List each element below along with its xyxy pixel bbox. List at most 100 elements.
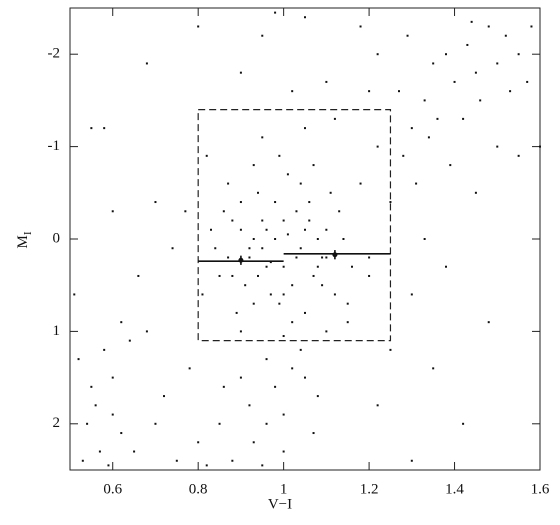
star-point [359, 25, 362, 28]
error-point [238, 257, 244, 263]
star-point [368, 274, 371, 277]
star-point [282, 450, 285, 453]
star-point [308, 201, 311, 204]
y-tick-label: 2 [53, 415, 61, 431]
star-point [286, 233, 289, 236]
selection-box [197, 109, 392, 342]
star-point [235, 311, 238, 314]
star-point [291, 321, 294, 324]
star-point [103, 348, 106, 351]
star-point [389, 348, 392, 351]
star-point [526, 80, 529, 83]
star-point [325, 256, 328, 259]
star-point [239, 376, 242, 379]
star-point [261, 219, 264, 222]
star-point [98, 450, 101, 453]
star-point [299, 348, 302, 351]
star-point [197, 25, 200, 28]
y-axis-label: MI [15, 231, 33, 248]
star-point [188, 367, 191, 370]
star-point [274, 238, 277, 240]
star-point [415, 182, 418, 185]
x-tick-label: 1.6 [531, 481, 550, 497]
star-point [410, 459, 413, 462]
star-point [107, 464, 110, 467]
star-point [269, 261, 272, 264]
star-point [346, 302, 349, 305]
star-point [329, 191, 332, 194]
star-point [321, 256, 324, 259]
star-point [517, 53, 520, 56]
star-point [304, 376, 306, 379]
star-point [111, 413, 114, 416]
plot-frame [69, 7, 541, 471]
star-point [299, 247, 302, 250]
star-point [239, 330, 242, 333]
star-point [295, 256, 298, 259]
star-point [316, 238, 319, 240]
star-point [299, 182, 302, 185]
y-tick-label: -2 [48, 46, 61, 62]
star-point [111, 210, 114, 213]
star-point [286, 173, 289, 176]
star-point [184, 210, 187, 213]
star-point [239, 71, 242, 74]
star-point [304, 127, 306, 130]
star-point [205, 464, 208, 467]
star-point [154, 201, 157, 204]
star-point [274, 385, 277, 388]
star-point [145, 330, 148, 333]
star-point [423, 99, 426, 102]
x-axis-label: V−I [268, 496, 292, 512]
star-point [291, 367, 294, 370]
star-point [427, 136, 430, 139]
x-tick-label: 1 [280, 481, 288, 497]
star-point [398, 90, 400, 93]
star-point [295, 210, 298, 213]
star-point [239, 228, 242, 231]
star-point [410, 293, 413, 296]
star-point [445, 53, 447, 56]
star-point [436, 117, 439, 120]
star-point [474, 71, 477, 74]
star-point [163, 395, 165, 398]
star-point [231, 459, 234, 462]
star-point [218, 422, 221, 425]
star-point [470, 20, 473, 23]
star-point [389, 201, 392, 204]
star-point [487, 25, 490, 28]
star-point [338, 210, 341, 213]
star-point [94, 404, 97, 407]
star-point [248, 404, 251, 407]
star-point [376, 53, 379, 56]
y-tick-label: 0 [53, 230, 61, 246]
star-point [359, 182, 362, 185]
star-point [252, 164, 255, 167]
star-point [496, 62, 499, 65]
star-point [133, 450, 136, 453]
star-point [252, 441, 255, 444]
star-point [406, 34, 409, 37]
star-point [265, 265, 268, 268]
star-point [227, 256, 230, 259]
star-point [291, 284, 294, 287]
star-point [530, 25, 533, 28]
star-point [218, 274, 221, 277]
star-point [214, 247, 217, 250]
star-point [210, 228, 212, 231]
star-point [274, 201, 277, 204]
star-point [479, 99, 482, 102]
star-point [278, 154, 281, 157]
star-point [90, 385, 93, 388]
star-point [308, 219, 311, 222]
star-point [231, 219, 234, 222]
star-point [474, 191, 477, 194]
star-point [222, 210, 225, 213]
y-tick-label: -1 [48, 138, 61, 154]
star-point [304, 16, 306, 19]
star-point [257, 191, 259, 194]
star-point [410, 127, 413, 130]
star-point [90, 127, 93, 130]
